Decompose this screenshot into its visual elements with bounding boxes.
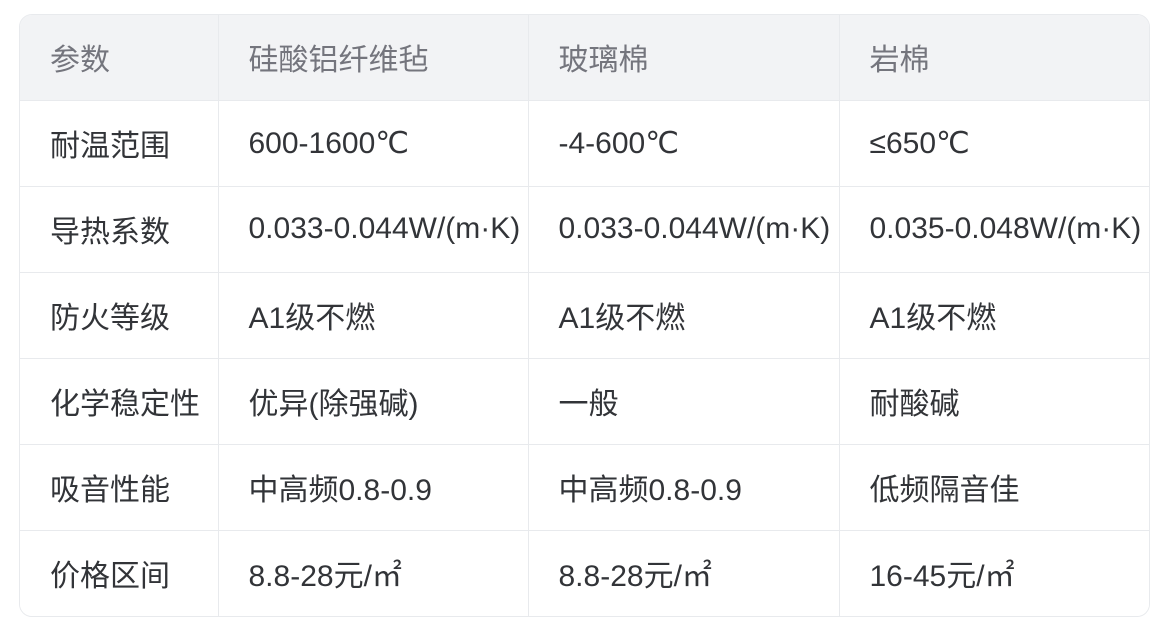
table-cell: -4-600℃ <box>528 100 840 187</box>
table-cell: ≤650℃ <box>839 100 1149 187</box>
spec-table: 参数 硅酸铝纤维毡 玻璃棉 岩棉 耐温范围 600-1600℃ -4-600℃ … <box>20 15 1149 616</box>
table-row-thermal-conductivity: 导热系数 0.033-0.044W/(m·K) 0.033-0.044W/(m·… <box>20 186 1149 273</box>
row-label: 价格区间 <box>20 530 219 616</box>
table-cell: A1级不燃 <box>528 272 840 359</box>
table-cell: 8.8-28元/㎡ <box>218 530 529 616</box>
table-cell: 一般 <box>528 358 840 445</box>
table-cell: 耐酸碱 <box>839 358 1149 445</box>
table-row-temperature-range: 耐温范围 600-1600℃ -4-600℃ ≤650℃ <box>20 100 1149 187</box>
row-label: 耐温范围 <box>20 100 219 187</box>
header-cell-material-2: 玻璃棉 <box>528 15 840 101</box>
table-cell: 0.035-0.048W/(m·K) <box>839 186 1149 273</box>
table-row-chemical-stability: 化学稳定性 优异(除强碱) 一般 耐酸碱 <box>20 358 1149 445</box>
table-cell: 优异(除强碱) <box>218 358 529 445</box>
table-cell: 16-45元/㎡ <box>839 530 1149 616</box>
table-row-price-range: 价格区间 8.8-28元/㎡ 8.8-28元/㎡ 16-45元/㎡ <box>20 530 1149 616</box>
table-cell: 0.033-0.044W/(m·K) <box>218 186 529 273</box>
row-label: 导热系数 <box>20 186 219 273</box>
table-cell: A1级不燃 <box>218 272 529 359</box>
row-label: 化学稳定性 <box>20 358 219 445</box>
header-row: 参数 硅酸铝纤维毡 玻璃棉 岩棉 <box>20 15 1149 101</box>
header-cell-parameter: 参数 <box>20 15 219 101</box>
material-comparison-table: 参数 硅酸铝纤维毡 玻璃棉 岩棉 耐温范围 600-1600℃ -4-600℃ … <box>19 14 1150 617</box>
table-row-sound-absorption: 吸音性能 中高频0.8-0.9 中高频0.8-0.9 低频隔音佳 <box>20 444 1149 531</box>
header-cell-material-1: 硅酸铝纤维毡 <box>218 15 529 101</box>
table-row-fire-rating: 防火等级 A1级不燃 A1级不燃 A1级不燃 <box>20 272 1149 359</box>
row-label: 吸音性能 <box>20 444 219 531</box>
table-cell: 600-1600℃ <box>218 100 529 187</box>
table-cell: A1级不燃 <box>839 272 1149 359</box>
table-cell: 中高频0.8-0.9 <box>528 444 840 531</box>
table-cell: 0.033-0.044W/(m·K) <box>528 186 840 273</box>
row-label: 防火等级 <box>20 272 219 359</box>
header-cell-material-3: 岩棉 <box>839 15 1149 101</box>
table-cell: 8.8-28元/㎡ <box>528 530 840 616</box>
table-cell: 中高频0.8-0.9 <box>218 444 529 531</box>
table-cell: 低频隔音佳 <box>839 444 1149 531</box>
